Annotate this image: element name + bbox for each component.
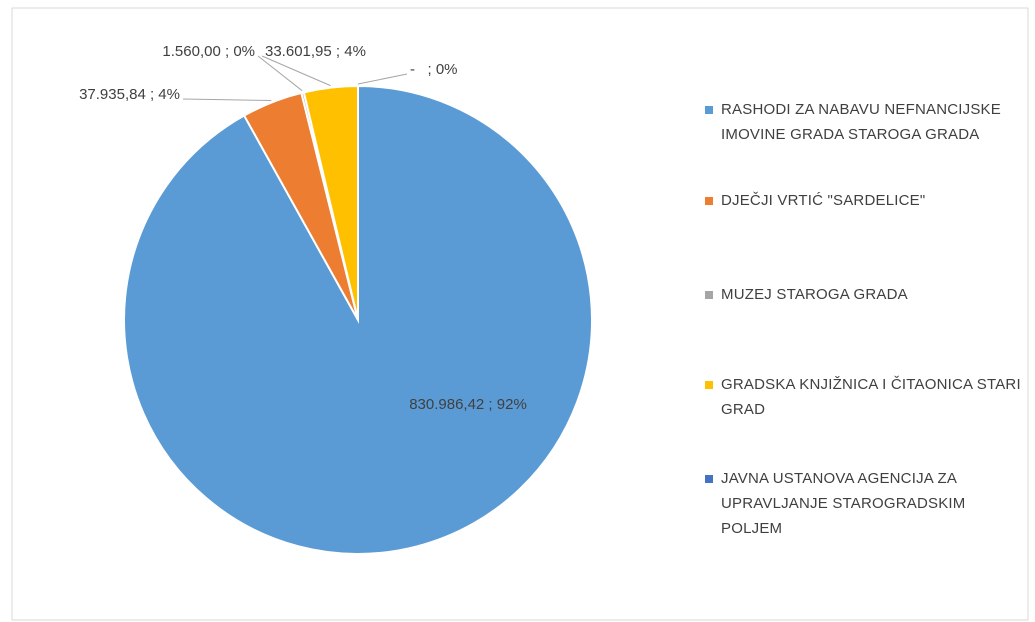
- leader-line: [357, 73, 408, 85]
- legend-item: MUZEJ STAROGA GRADA: [705, 282, 1025, 307]
- leader-line: [261, 55, 331, 87]
- legend-swatch: [705, 381, 713, 389]
- legend-item: RASHODI ZA NABAVU NEFNANCIJSKE IMOVINE G…: [705, 97, 1025, 147]
- legend-swatch: [705, 197, 713, 205]
- data-label: 33.601,95 ; 4%: [265, 43, 366, 60]
- legend-label: DJEČJI VRTIĆ "SARDELICE": [721, 192, 926, 209]
- legend-swatch: [705, 475, 713, 483]
- legend-label: RASHODI ZA NABAVU NEFNANCIJSKE IMOVINE G…: [721, 101, 1001, 143]
- legend-item: DJEČJI VRTIĆ "SARDELICE": [705, 188, 1025, 213]
- legend-swatch: [705, 106, 713, 114]
- data-label: 1.560,00 ; 0%: [162, 43, 255, 60]
- legend-label: GRADSKA KNJIŽNICA I ČITAONICA STARI GRAD: [721, 376, 1021, 418]
- legend-label: JAVNA USTANOVA AGENCIJA ZA UPRAVLJANJE S…: [721, 470, 966, 537]
- data-label: 830.986,42 ; 92%: [409, 396, 527, 413]
- leader-line: [257, 55, 303, 92]
- legend-item: GRADSKA KNJIŽNICA I ČITAONICA STARI GRAD: [705, 372, 1025, 422]
- data-label: - ; 0%: [410, 61, 458, 78]
- leader-line: [182, 98, 272, 102]
- legend-swatch: [705, 291, 713, 299]
- legend-label: MUZEJ STAROGA GRADA: [721, 286, 908, 303]
- data-label: 37.935,84 ; 4%: [79, 86, 180, 103]
- chart-frame: [11, 7, 1029, 621]
- legend-item: JAVNA USTANOVA AGENCIJA ZA UPRAVLJANJE S…: [705, 466, 1025, 541]
